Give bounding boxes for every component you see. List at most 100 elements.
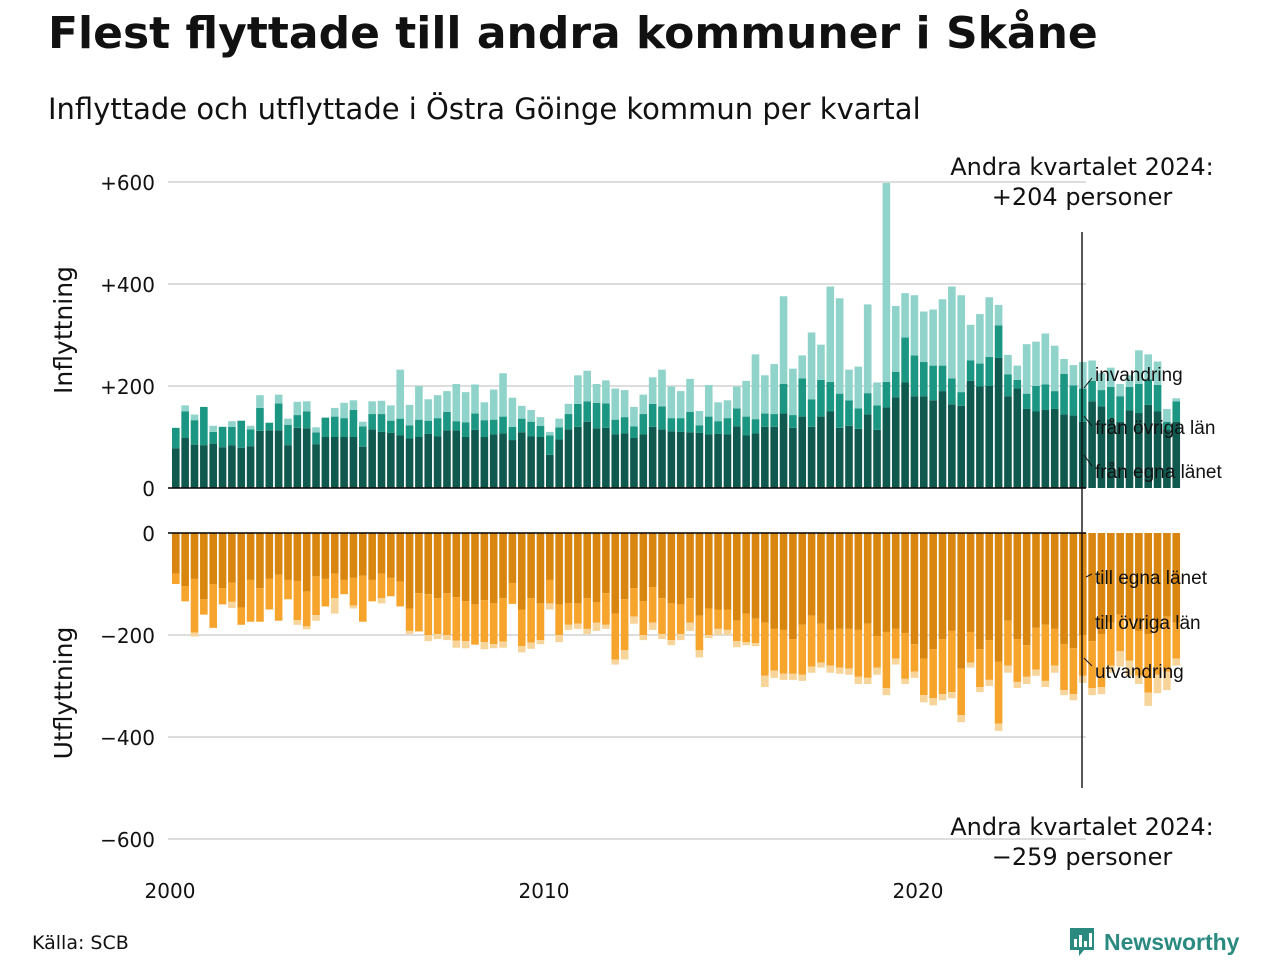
utflyttning-bar-1-101	[1116, 614, 1124, 652]
utflyttning-bar-2-61	[742, 642, 750, 646]
inflyttning-bar-1-62	[751, 419, 760, 434]
utflyttning-bar-0-17	[330, 533, 339, 574]
utflyttning-bar-1-93	[1041, 624, 1050, 681]
utflyttning-bar-0-16	[321, 533, 330, 579]
utflyttning-bar-1-2	[190, 578, 199, 633]
utflyttning-bar-2-77	[891, 658, 900, 665]
inflyttning-bar-2-88	[994, 304, 1003, 326]
utflyttning-bar-1-78	[901, 632, 909, 679]
inflyttning-bar-1-93	[1041, 384, 1050, 410]
utflyttning-bar-0-37	[517, 533, 526, 610]
inflyttning-bar-2-102	[1125, 375, 1134, 388]
utflyttning-bar-0-63	[761, 533, 769, 623]
inflyttning-bar-0-56	[695, 432, 704, 488]
inflyttning-bar-2-58	[714, 402, 722, 422]
utflyttning-bar-0-100	[1107, 533, 1115, 623]
leader-fran-egna-lanet	[1083, 454, 1093, 467]
inflyttning-bar-1-99	[1097, 390, 1106, 407]
inflyttning-bar-0-35	[499, 433, 507, 488]
utflyttning-bar-0-78	[901, 533, 909, 633]
inflyttning-bar-0-34	[489, 434, 498, 488]
utflyttning-bar-1-3	[200, 599, 208, 615]
utflyttning-bar-0-64	[770, 533, 778, 629]
inflyttning-bar-2-70	[826, 286, 835, 382]
utflyttning-bar-1-54	[676, 604, 685, 634]
utflyttning-bar-1-107	[1172, 622, 1181, 659]
inflyttning-bar-0-55	[686, 432, 694, 488]
utflyttning-bar-1-7	[237, 607, 246, 625]
utflyttning-bar-2-82	[938, 694, 947, 701]
utflyttning-bar-1-47	[611, 613, 620, 660]
inflyttning-bar-0-32	[471, 429, 479, 488]
inflyttning-bar-0-98	[1088, 401, 1096, 488]
utflyttning-bar-2-76	[882, 688, 891, 696]
inflyttning-bar-0-79	[910, 396, 919, 488]
inflyttning-bar-2-40	[546, 431, 554, 436]
inflyttning-bar-2-33	[480, 402, 489, 421]
leader-fran-ovriga-lan	[1083, 415, 1093, 427]
utflyttning-bar-1-79	[910, 644, 919, 672]
y-tick-top-400: +400	[100, 273, 155, 297]
utflyttning-bar-2-105	[1153, 674, 1162, 694]
chart-subtitle: Inflyttade och utflyttade i Östra Göinge…	[48, 92, 921, 126]
utflyttning-bar-0-48	[620, 533, 629, 600]
inflyttning-bar-0-20	[359, 446, 367, 488]
inflyttning-bar-2-1	[181, 405, 189, 412]
inflyttning-bar-0-69	[817, 416, 825, 488]
utflyttning-bar-2-70	[826, 665, 835, 673]
inflyttning-bar-1-1	[181, 411, 189, 439]
inflyttning-bar-2-21	[368, 401, 376, 415]
inflyttning-bar-2-19	[349, 400, 358, 410]
utflyttning-bar-0-61	[742, 533, 750, 614]
inflyttning-bar-0-45	[592, 428, 601, 488]
utflyttning-bar-0-20	[359, 533, 367, 576]
inflyttning-bar-2-12	[284, 418, 292, 425]
utflyttning-bar-0-29	[443, 533, 451, 594]
inflyttning-bar-1-43	[574, 403, 582, 427]
inflyttning-bar-0-58	[714, 433, 722, 488]
utflyttning-bar-0-86	[976, 533, 984, 650]
inflyttning-bar-2-104	[1144, 354, 1152, 380]
inflyttning-bar-2-20	[359, 421, 367, 427]
utflyttning-bar-0-105	[1153, 533, 1162, 629]
utflyttning-bar-1-12	[284, 579, 292, 600]
utflyttning-bar-2-103	[1135, 675, 1143, 684]
inflyttning-bar-2-72	[845, 369, 853, 401]
inflyttning-bar-1-51	[648, 403, 657, 427]
utflyttning-bar-2-66	[789, 673, 797, 680]
utflyttning-bar-1-45	[592, 602, 601, 623]
inflyttning-bar-0-87	[985, 386, 994, 488]
utflyttning-bar-2-71	[835, 667, 844, 674]
inflyttning-bar-1-2	[190, 420, 199, 445]
utflyttning-bar-2-102	[1125, 660, 1134, 676]
utflyttning-bar-1-76	[882, 631, 891, 689]
utflyttning-bar-0-23	[387, 533, 395, 578]
inflyttning-bar-0-51	[648, 426, 657, 488]
inflyttning-bar-1-81	[929, 365, 937, 401]
inflyttning-bar-1-64	[770, 414, 778, 427]
label-till-egna-lanet: till egna länet	[1095, 568, 1208, 589]
utflyttning-bar-2-81	[929, 698, 937, 706]
utflyttning-bar-1-35	[499, 598, 507, 642]
inflyttning-bar-1-24	[396, 418, 404, 436]
inflyttning-bar-1-16	[321, 417, 330, 437]
utflyttning-bar-2-25	[405, 630, 414, 634]
utflyttning-bar-2-17	[330, 598, 339, 614]
inflyttning-bar-1-39	[536, 425, 545, 437]
inflyttning-bar-0-1	[181, 438, 189, 488]
utflyttning-bar-1-43	[574, 603, 582, 624]
utflyttning-bar-1-42	[564, 603, 573, 625]
inflyttning-bar-2-82	[938, 299, 947, 366]
inflyttning-bar-0-70	[826, 411, 835, 488]
utflyttning-bar-2-106	[1163, 671, 1171, 691]
utflyttning-bar-0-103	[1135, 533, 1143, 631]
utflyttning-bar-1-68	[807, 615, 816, 667]
utflyttning-bar-0-6	[228, 533, 236, 583]
utflyttning-bar-1-71	[835, 628, 844, 668]
inflyttning-bar-1-65	[779, 383, 788, 414]
inflyttning-bar-2-95	[1060, 358, 1068, 374]
utflyttning-bar-0-9	[256, 533, 264, 589]
inflyttning-bar-2-103	[1135, 350, 1143, 384]
utflyttning-bar-2-56	[695, 650, 704, 658]
utflyttning-bar-0-106	[1163, 533, 1171, 617]
